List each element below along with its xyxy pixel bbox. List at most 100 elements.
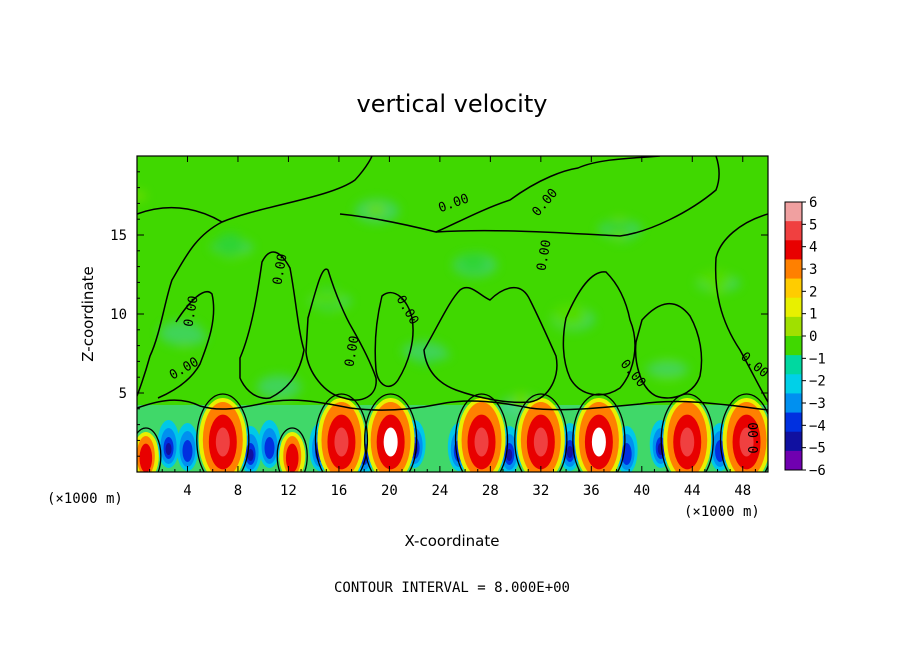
- texture-blob: [552, 304, 588, 328]
- contour-label: 0.00: [342, 335, 362, 368]
- contour-right-side: [714, 213, 768, 403]
- updraft-contour: [196, 393, 250, 472]
- colorbar-label: −6: [809, 463, 826, 479]
- x-tick-label: 8: [234, 483, 242, 499]
- plot-field: 0.000.000.000.000.000.00 0.000.000.000.00…: [137, 156, 768, 472]
- colorbar-swatch: [785, 240, 802, 260]
- updraft-contour: [572, 393, 626, 472]
- contour-label: 0.00: [534, 239, 554, 272]
- y-axis: 5 10 15: [110, 171, 768, 457]
- texture-blob: [697, 271, 733, 289]
- updraft-contour: [719, 393, 768, 472]
- updraft-peak: [474, 427, 489, 457]
- colorbar-swatch: [785, 336, 802, 356]
- x-tick-label: 4: [183, 483, 191, 499]
- colorbar-swatch: [785, 450, 802, 471]
- downdraft-core: [182, 440, 193, 462]
- contour-base: [137, 399, 768, 411]
- colorbar-swatch: [785, 202, 802, 222]
- contour-label: 0.00: [270, 253, 290, 286]
- colorbar-swatch: [785, 221, 802, 241]
- x-tick-label: 28: [482, 483, 499, 499]
- colorbar-label: −2: [809, 374, 826, 390]
- colorbar-swatch: [785, 412, 802, 433]
- updraft-peak: [591, 427, 606, 457]
- updraft-peak: [334, 427, 349, 457]
- texture-blob: [604, 221, 632, 233]
- contour-upper-ridge: [221, 156, 373, 223]
- updraft-peak: [739, 427, 754, 457]
- contour-tower-3: [374, 291, 414, 388]
- x-tick-label: 24: [431, 483, 448, 499]
- contour-label: 0.00: [181, 295, 201, 328]
- y-tick-label: 15: [110, 228, 127, 244]
- colorbar-swatch: [785, 355, 802, 375]
- updraft-peak: [533, 427, 548, 457]
- contour-upper: [137, 206, 224, 397]
- colorbar-label: 0: [809, 329, 817, 345]
- contour-tower-2: [305, 268, 377, 401]
- colorbar-swatch: [785, 393, 802, 414]
- colorbar-label: −3: [809, 396, 826, 412]
- colorbar-label: 1: [809, 307, 817, 323]
- texture-blob: [459, 254, 487, 272]
- x-tick-label: 32: [532, 483, 549, 499]
- y-tick-label: 5: [119, 386, 127, 402]
- updraft-contour: [660, 393, 714, 472]
- x-tick-label: 44: [684, 483, 701, 499]
- texture-blob: [137, 190, 147, 202]
- colorbar-label: 6: [809, 195, 817, 211]
- texture-blob: [366, 204, 386, 216]
- updraft-contour: [276, 427, 308, 472]
- texture-blob: [257, 375, 301, 399]
- colorbar-label: −4: [809, 418, 826, 434]
- contour-label: 0.00: [747, 422, 762, 453]
- updraft-contour: [514, 393, 568, 472]
- downdraft-peak: [506, 449, 513, 461]
- contour-tower-4: [423, 286, 558, 404]
- colorbar-swatch: [785, 431, 802, 452]
- colorbar-label: −5: [809, 441, 826, 457]
- x-axis: 4 8 12 16 20 24 28 32 36 40 44 48: [149, 156, 756, 499]
- downdraft-core: [264, 437, 275, 459]
- contour-left-tower: [157, 291, 215, 399]
- colorbar-label: 5: [809, 217, 817, 233]
- downdraft-peak: [247, 449, 254, 461]
- updraft-contour: [314, 393, 369, 472]
- downdraft-peak: [566, 446, 573, 458]
- y-axis-label: Z-coordinate: [79, 266, 97, 361]
- y-tick-label: 10: [110, 307, 127, 323]
- updraft-contour: [137, 427, 162, 472]
- x-tick-label: 16: [330, 483, 347, 499]
- x-tick-label: 48: [734, 483, 751, 499]
- colorbar-label: −1: [809, 351, 826, 367]
- zero-contours: [137, 156, 768, 411]
- texture-blob: [159, 321, 203, 345]
- colorbar-swatch: [785, 316, 802, 337]
- x-tick-label: 12: [280, 483, 297, 499]
- chart-title: vertical velocity: [357, 90, 548, 118]
- texture-blob: [216, 233, 244, 257]
- updraft-contour: [454, 393, 509, 472]
- contour-tower-5: [562, 271, 636, 396]
- x-tick-label: 20: [381, 483, 398, 499]
- cell-contours: [137, 393, 768, 472]
- x-unit-label-left: (×1000 m): [47, 491, 123, 507]
- contour-tower-6: [634, 302, 703, 399]
- updraft-peak: [215, 427, 230, 457]
- colorbar: 6 5 4 3 2 1 0 −1 −2 −3 −4 −5 −6: [784, 195, 826, 479]
- updraft-peak: [383, 427, 398, 457]
- updraft-core: [285, 443, 299, 472]
- colorbar-label: 3: [809, 262, 817, 278]
- colorbar-swatch: [785, 374, 802, 394]
- updraft-cells: [137, 398, 768, 472]
- colorbar-label: 2: [809, 284, 817, 300]
- contour-interval-note: CONTOUR INTERVAL = 8.000E+00: [334, 580, 570, 596]
- updraft-contour: [364, 393, 418, 472]
- updraft-core: [139, 443, 153, 472]
- updraft-peak: [680, 427, 695, 457]
- contour-tower-1: [239, 251, 305, 400]
- contour-plateau: [339, 156, 661, 233]
- colorbar-label: 4: [809, 240, 817, 256]
